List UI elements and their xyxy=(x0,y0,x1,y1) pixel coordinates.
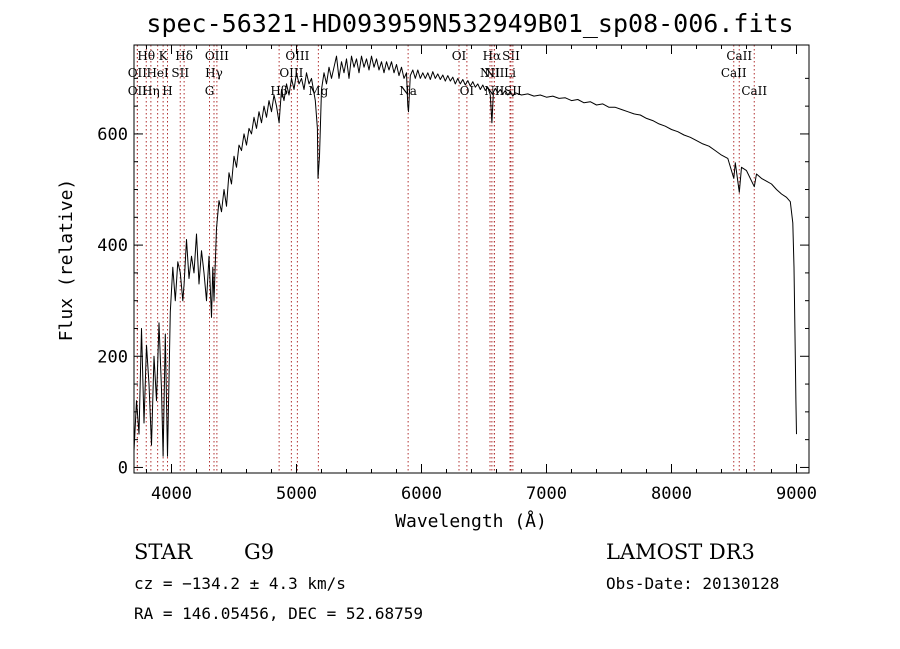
x-tick-label: 6000 xyxy=(401,484,442,504)
line-label-13: OIII xyxy=(279,66,303,80)
y-tick-label: 600 xyxy=(97,125,128,145)
line-label-17: OI xyxy=(452,49,467,63)
y-axis-label: Flux (relative) xyxy=(56,179,77,342)
line-label-2: Hδ xyxy=(175,49,193,63)
line-label-15: Mg xyxy=(308,84,328,98)
line-label-27: CaII xyxy=(721,66,747,80)
line-label-26: CaII xyxy=(726,49,752,63)
y-axis-ticks: 0 200 400 600 xyxy=(97,77,809,478)
x-axis-ticks: 4000 5000 6000 7000 8000 9000 xyxy=(146,45,817,504)
line-label-12: OIII xyxy=(285,49,309,63)
obs-date: Obs-Date: 20130128 xyxy=(606,574,779,593)
object-type: STAR xyxy=(134,540,193,564)
line-label-6: OII xyxy=(128,84,148,98)
line-label-0: Hθ xyxy=(137,49,155,63)
line-label-16: Na xyxy=(399,84,417,98)
x-tick-label: 8000 xyxy=(651,484,692,504)
x-tick-label: 9000 xyxy=(776,484,817,504)
line-label-18: NII xyxy=(480,66,500,80)
plot-frame xyxy=(133,44,810,474)
survey-label: LAMOST DR3 xyxy=(606,540,755,564)
y-tick-label: 0 xyxy=(118,458,128,478)
line-label-23: Li xyxy=(504,66,516,80)
line-label-8: H xyxy=(162,84,172,98)
x-tick-label: 4000 xyxy=(151,484,192,504)
coordinates: RA = 146.05456, DEC = 52.68759 xyxy=(134,604,423,623)
line-label-9: OIII xyxy=(205,49,229,63)
line-label-10: Hγ xyxy=(205,66,223,80)
line-label-4: HeI xyxy=(146,66,169,80)
line-label-21: SII xyxy=(502,49,520,63)
y-tick-label: 200 xyxy=(97,347,128,367)
line-label-7: Hη xyxy=(142,84,160,98)
subclass: G9 xyxy=(244,540,274,564)
x-tick-label: 5000 xyxy=(276,484,317,504)
line-label-28: CaII xyxy=(741,84,767,98)
line-label-1: K xyxy=(159,49,169,63)
y-tick-label: 400 xyxy=(97,236,128,256)
spectrum-line xyxy=(133,55,797,457)
chart-title: spec-56321-HD093959N532949B01_sp08-006.f… xyxy=(146,9,793,38)
x-axis-label: Wavelength (Å) xyxy=(395,510,547,532)
line-label-5: SII xyxy=(171,66,189,80)
line-label-19: OI xyxy=(460,84,475,98)
line-label-20: Hα xyxy=(483,49,502,63)
line-label-14: Hβ xyxy=(270,84,287,98)
line-label-11: G xyxy=(205,84,215,98)
x-tick-label: 7000 xyxy=(526,484,567,504)
redshift-readout: cz = −134.2 ± 4.3 km/s xyxy=(134,574,346,593)
spectrum-series xyxy=(133,55,797,457)
